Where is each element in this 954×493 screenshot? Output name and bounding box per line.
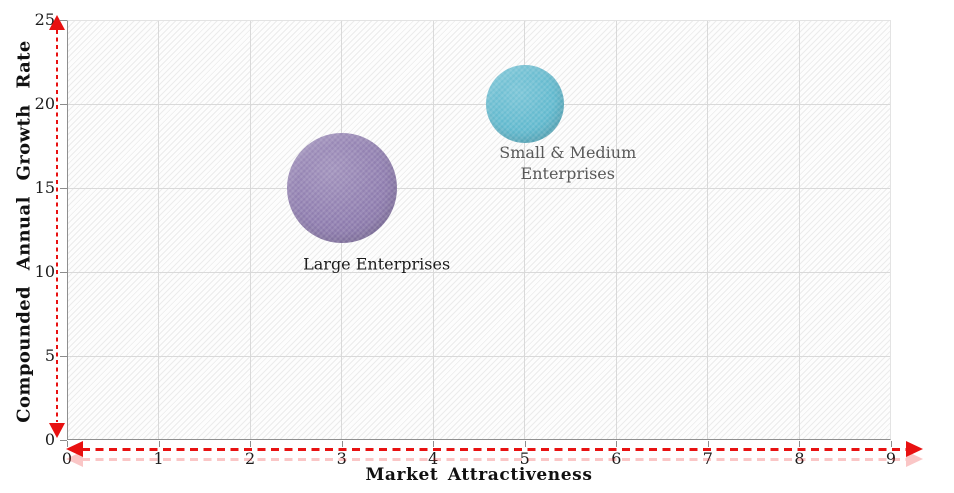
x-tick-label: 2: [228, 450, 272, 467]
y-tick-label: 15: [34, 178, 55, 197]
y-gridline: [68, 271, 890, 273]
x-tick-mark: [524, 441, 526, 447]
y-tick-mark: [60, 440, 67, 441]
x-tick-label: 0: [61, 449, 73, 468]
x-gridline: [249, 21, 251, 439]
x-tick-mark: [341, 441, 343, 447]
x-axis-arrow-reflection: [0, 10, 954, 467]
plot-area: [67, 20, 891, 440]
bubble-texture: [286, 133, 397, 243]
x-tick-mark: [707, 441, 709, 447]
x-tick-label: 6: [594, 450, 638, 467]
bubble-label-large-enterprises: Large Enterprises: [303, 254, 451, 274]
y-tick-mark: [60, 272, 67, 273]
y-tick-mark: [60, 104, 67, 105]
x-tick-mark: [433, 441, 435, 447]
y-gridline: [68, 103, 890, 105]
y-tick-label: 0: [44, 430, 55, 449]
x-gridline: [615, 21, 617, 439]
y-tick-label: 20: [34, 94, 55, 113]
x-gridline: [707, 21, 709, 439]
x-tick-label: 7: [686, 450, 730, 467]
y-axis-arrow-up-icon: [49, 15, 65, 30]
x-tick-mark: [616, 441, 618, 447]
x-gridline: [432, 21, 434, 439]
x-tick-mark: [891, 441, 892, 447]
bubble-large-enterprises: [286, 133, 397, 243]
x-tick-label: 1: [137, 450, 181, 467]
y-tick-mark: [60, 188, 67, 189]
x-gridline: [158, 21, 160, 439]
bubble-texture: [485, 65, 564, 143]
x-axis-arrow-line: [82, 448, 906, 451]
x-axis-arrow-left-icon: [66, 441, 83, 457]
y-tick-label: 10: [34, 262, 55, 281]
x-gridline: [798, 21, 800, 439]
y-gridline: [68, 355, 890, 357]
x-tick-label: 5: [503, 450, 547, 467]
bubble-small-medium-enterprises: [485, 65, 564, 143]
x-tick-label: 3: [320, 450, 364, 467]
x-tick-mark: [799, 441, 801, 447]
x-axis-arrow-line-reflection: [82, 458, 906, 461]
y-tick-mark: [60, 356, 67, 357]
x-tick-label: 9: [869, 450, 913, 467]
y-axis-title: Compounded Annual Growth Rate: [13, 40, 35, 423]
x-tick-label: 4: [411, 450, 455, 467]
x-axis-arrow-right-icon: [906, 441, 923, 457]
x-tick-mark: [158, 441, 160, 447]
y-axis-arrow-line: [56, 30, 58, 422]
x-tick-mark: [250, 441, 252, 447]
y-axis-arrow-down-icon: [49, 423, 65, 438]
y-tick-label: 5: [44, 346, 55, 365]
y-gridline: [68, 187, 890, 189]
bubble-label-small-medium-enterprises: Small & Medium Enterprises: [499, 143, 637, 183]
x-gridline: [524, 21, 526, 439]
x-tick-label: 8: [777, 450, 821, 467]
x-axis-title: Market Attractiveness: [365, 465, 593, 485]
